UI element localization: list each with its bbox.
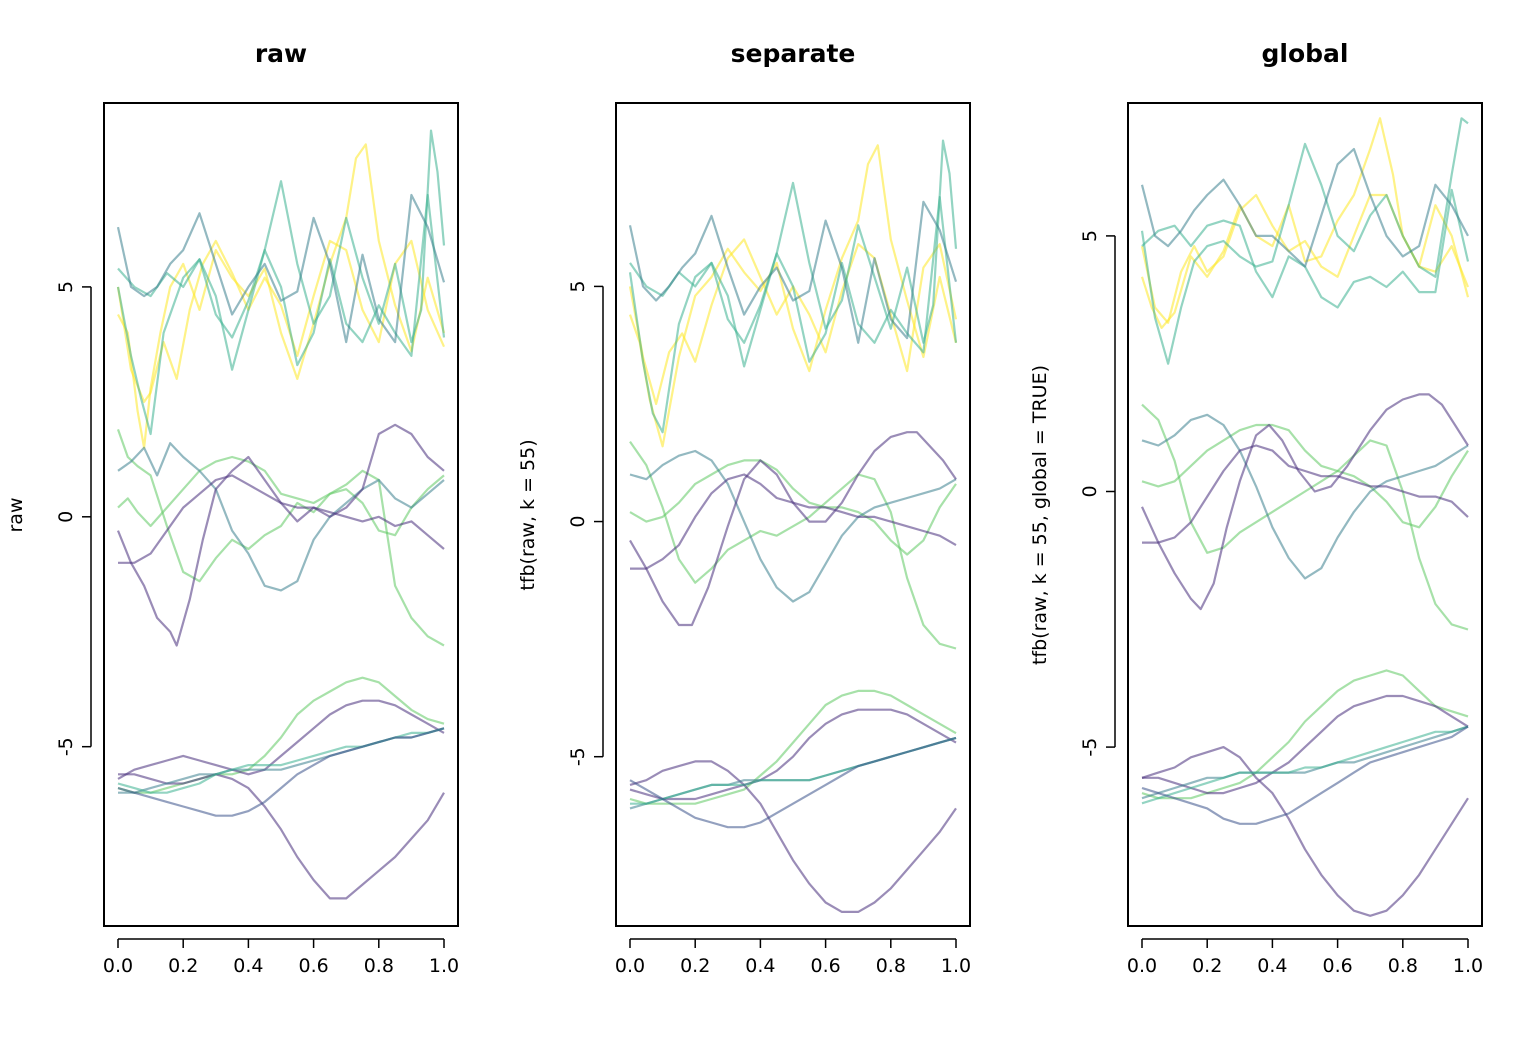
series-line — [1140, 117, 1469, 365]
plot-frame — [103, 102, 459, 927]
series-line — [117, 193, 446, 371]
plot-frame — [615, 102, 971, 927]
panel-global: global tfb(raw, k = 55, global = TRUE) 0… — [1029, 39, 1483, 977]
x-tick-label: 0.4 — [233, 955, 263, 977]
panel-raw: raw raw 0.0 0.2 0.4 0.6 0.8 1.0 -5 0 5 — [5, 39, 459, 977]
y-tick-label: -5 — [1079, 738, 1101, 757]
series-line — [629, 196, 958, 368]
series-line — [1140, 117, 1470, 329]
series-line — [116, 193, 446, 344]
series-line — [116, 429, 445, 647]
series-line — [1141, 725, 1469, 805]
x-tick-label: 0.8 — [1388, 955, 1418, 977]
series-line — [1141, 403, 1469, 631]
series-line — [1141, 745, 1469, 917]
panel-title: raw — [255, 39, 307, 68]
series-line — [629, 459, 957, 556]
y-axis-label: raw — [5, 498, 27, 533]
series-line — [629, 689, 957, 805]
panel-title: separate — [731, 39, 856, 68]
series-line — [1141, 725, 1469, 825]
series-line — [117, 442, 445, 592]
series-line — [117, 727, 445, 817]
series-line — [1141, 725, 1469, 800]
x-tick-label: 1.0 — [1453, 955, 1483, 977]
series-line — [629, 708, 957, 801]
series-line — [630, 736, 957, 805]
series-line — [116, 423, 445, 647]
panel-separate: separate tfb(raw, k = 55) 0.0 0.2 0.4 0.6 0.… — [517, 39, 971, 977]
series-line — [628, 200, 958, 344]
x-tick-label: 0.6 — [1322, 955, 1352, 977]
y-axis-label: tfb(raw, k = 55, global = TRUE) — [1029, 365, 1051, 665]
series-line — [629, 736, 957, 829]
y-tick-label: -5 — [55, 737, 77, 756]
series-line — [1142, 694, 1469, 795]
x-tick-label: 1.0 — [429, 955, 459, 977]
y-tick-label: 0 — [1079, 485, 1101, 497]
x-tick-label: 0.2 — [168, 955, 198, 977]
series-line — [1141, 669, 1469, 800]
y-tick-label: -5 — [567, 747, 589, 766]
x-tick-label: 0.4 — [1257, 955, 1287, 977]
series-line — [118, 773, 445, 900]
series-line — [629, 449, 957, 603]
x-tick-label: 0.8 — [364, 955, 394, 977]
series-line — [117, 676, 445, 794]
x-tick-label: 0.6 — [810, 955, 840, 977]
x-tick-label: 0.0 — [103, 955, 133, 977]
plot-frame — [1127, 102, 1483, 927]
panel-title: global — [1262, 39, 1349, 68]
y-tick-label: 5 — [55, 281, 77, 293]
y-tick-label: 5 — [1079, 230, 1101, 242]
series-line — [1141, 413, 1469, 580]
series-line — [116, 129, 446, 436]
series-line — [629, 431, 957, 627]
x-tick-label: 0.0 — [1127, 955, 1157, 977]
x-tick-label: 0.2 — [680, 955, 710, 977]
series-line — [629, 736, 957, 810]
x-tick-label: 1.0 — [941, 955, 971, 977]
series-line — [1142, 444, 1469, 544]
x-tick-label: 0.0 — [615, 955, 645, 977]
series-line — [629, 440, 957, 650]
series-line — [117, 143, 446, 449]
series-line — [628, 144, 958, 448]
series-line — [118, 474, 445, 564]
y-axis-label: tfb(raw, k = 55) — [517, 439, 539, 590]
series-line — [630, 473, 957, 570]
x-tick-label: 0.8 — [876, 955, 906, 977]
x-tick-label: 0.2 — [1192, 955, 1222, 977]
y-tick-label: 0 — [567, 516, 589, 528]
x-tick-label: 0.6 — [298, 955, 328, 977]
series-line — [1141, 188, 1470, 309]
y-tick-label: 5 — [567, 280, 589, 292]
series-line — [1140, 393, 1469, 611]
series-line — [629, 760, 957, 914]
series-line — [117, 699, 445, 780]
x-tick-label: 0.4 — [745, 955, 775, 977]
series-line — [1141, 423, 1469, 529]
y-tick-label: 0 — [55, 511, 77, 523]
series-line — [1140, 147, 1469, 268]
